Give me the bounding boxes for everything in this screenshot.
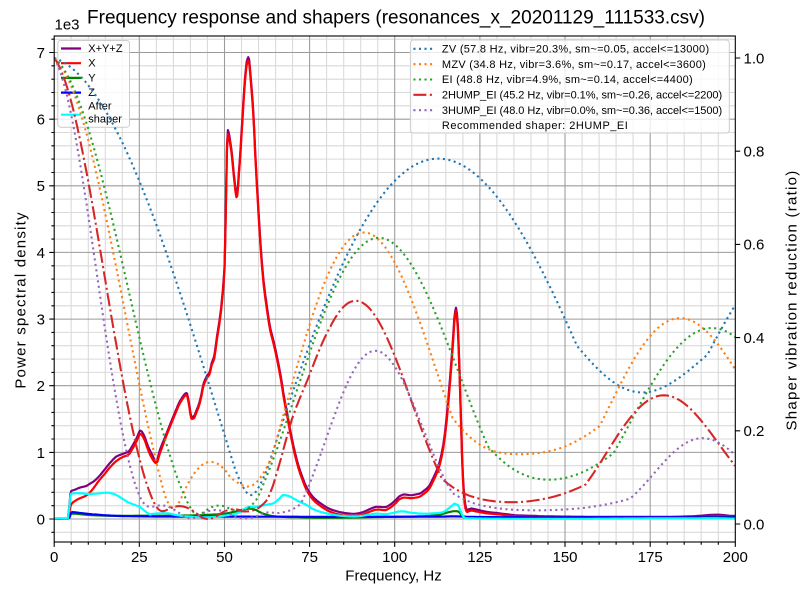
svg-text:100: 100 xyxy=(382,549,407,566)
svg-text:3HUMP_EI (48.0 Hz, vibr=0.0%,: 3HUMP_EI (48.0 Hz, vibr=0.0%, sm~=0.36, … xyxy=(442,105,722,117)
svg-text:0.0: 0.0 xyxy=(744,516,765,533)
svg-text:6: 6 xyxy=(37,112,45,129)
svg-text:Power spectral density: Power spectral density xyxy=(13,211,30,388)
svg-text:Frequency, Hz: Frequency, Hz xyxy=(345,568,441,585)
svg-text:MZV (34.8 Hz, vibr=3.6%, sm~=0: MZV (34.8 Hz, vibr=3.6%, sm~=0.17, accel… xyxy=(442,59,706,71)
svg-text:200: 200 xyxy=(723,549,748,566)
svg-text:0.6: 0.6 xyxy=(744,237,765,254)
svg-text:After: After xyxy=(88,101,112,113)
svg-text:4: 4 xyxy=(37,245,45,262)
svg-text:0.4: 0.4 xyxy=(744,330,765,347)
svg-text:Frequency response and shapers: Frequency response and shapers (resonanc… xyxy=(87,8,705,29)
svg-text:7: 7 xyxy=(37,45,45,62)
svg-text:1.0: 1.0 xyxy=(744,50,765,67)
svg-text:25: 25 xyxy=(131,549,148,566)
svg-text:EI (48.8 Hz, vibr=4.9%, sm~=0.: EI (48.8 Hz, vibr=4.9%, sm~=0.14, accel<… xyxy=(442,74,693,86)
svg-text:Z: Z xyxy=(88,87,95,99)
svg-text:0: 0 xyxy=(50,549,58,566)
svg-text:5: 5 xyxy=(37,178,45,195)
svg-text:0.2: 0.2 xyxy=(744,423,765,440)
svg-text:50: 50 xyxy=(216,549,233,566)
svg-text:Recommended shaper: 2HUMP_EI: Recommended shaper: 2HUMP_EI xyxy=(442,120,628,132)
svg-text:Y: Y xyxy=(88,72,96,84)
svg-text:2: 2 xyxy=(37,378,45,395)
svg-text:125: 125 xyxy=(467,549,492,566)
svg-text:X+Y+Z: X+Y+Z xyxy=(88,43,123,55)
svg-text:2HUMP_EI (45.2 Hz, vibr=0.1%,: 2HUMP_EI (45.2 Hz, vibr=0.1%, sm~=0.26, … xyxy=(442,89,722,101)
svg-text:1e3: 1e3 xyxy=(54,17,79,34)
svg-text:3: 3 xyxy=(37,312,45,329)
svg-text:75: 75 xyxy=(301,549,318,566)
svg-text:ZV (57.8 Hz, vibr=20.3%, sm~=0: ZV (57.8 Hz, vibr=20.3%, sm~=0.05, accel… xyxy=(442,43,710,55)
svg-text:X: X xyxy=(88,58,96,70)
svg-text:1: 1 xyxy=(37,445,45,462)
svg-text:175: 175 xyxy=(638,549,663,566)
svg-text:Shaper vibration reduction (ra: Shaper vibration reduction (ratio) xyxy=(784,170,800,431)
svg-text:shaper: shaper xyxy=(88,113,122,125)
svg-text:0.8: 0.8 xyxy=(744,144,765,161)
svg-text:0: 0 xyxy=(37,511,45,528)
svg-text:150: 150 xyxy=(552,549,577,566)
